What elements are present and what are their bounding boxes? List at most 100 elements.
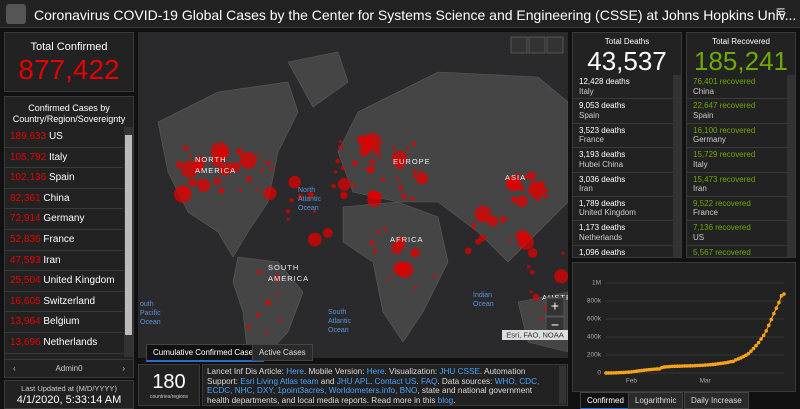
country-row[interactable]: 13,531 Turkey — [5, 354, 123, 357]
stat-row[interactable]: 1,096 deaths — [573, 246, 673, 257]
country-row[interactable]: 105,792 Italy — [5, 148, 123, 169]
data-point[interactable] — [611, 371, 616, 375]
stat-row[interactable]: 3,523 deaths France — [573, 124, 673, 149]
case-circle[interactable] — [338, 139, 343, 143]
case-circle[interactable] — [256, 312, 261, 318]
case-circle[interactable] — [535, 197, 541, 202]
case-circle[interactable] — [410, 196, 415, 201]
case-circle[interactable] — [361, 137, 365, 141]
case-circle[interactable] — [531, 186, 535, 190]
stat-row[interactable]: 5,567 recovered — [687, 246, 787, 257]
data-point[interactable] — [680, 364, 685, 368]
case-circle[interactable] — [432, 275, 436, 279]
case-circle[interactable] — [352, 183, 356, 187]
sources-scrollbar[interactable] — [559, 366, 566, 404]
case-circle[interactable] — [398, 185, 404, 191]
case-circle[interactable] — [529, 269, 535, 275]
case-circle[interactable] — [410, 247, 420, 258]
data-point[interactable] — [766, 323, 771, 328]
case-circle[interactable] — [277, 318, 281, 323]
data-point[interactable] — [756, 340, 761, 345]
chart-tab[interactable]: Confirmed — [580, 392, 631, 409]
case-circle[interactable] — [395, 236, 406, 248]
case-circle[interactable] — [541, 180, 546, 184]
case-circle[interactable] — [393, 261, 408, 276]
basemap-button[interactable] — [546, 36, 564, 54]
case-circle[interactable] — [541, 183, 545, 187]
case-circle[interactable] — [537, 191, 542, 195]
case-circle[interactable] — [331, 183, 336, 189]
case-circle[interactable] — [183, 145, 189, 151]
case-circle[interactable] — [197, 178, 211, 192]
case-circle[interactable] — [391, 151, 408, 167]
case-circle[interactable] — [237, 148, 243, 154]
case-circle[interactable] — [222, 148, 227, 153]
case-circle[interactable] — [471, 226, 476, 230]
country-row[interactable]: 13,696 Netherlands — [5, 333, 123, 354]
case-circle[interactable] — [411, 141, 417, 146]
case-circle[interactable] — [276, 274, 281, 279]
source-link[interactable]: blog — [437, 395, 454, 405]
country-row[interactable]: 13,964 Belgium — [5, 312, 123, 333]
map[interactable]: NORTH AMERICA EUROPE ASIA AFRICA SOUTH AMERICA… — [138, 32, 568, 358]
source-link[interactable]: Here — [286, 367, 304, 376]
source-link[interactable]: JHU APL — [336, 376, 370, 386]
case-circle[interactable] — [417, 168, 421, 172]
case-circle[interactable] — [499, 215, 507, 223]
data-point[interactable] — [759, 337, 763, 341]
case-circle[interactable] — [464, 247, 472, 255]
data-point[interactable] — [774, 306, 779, 310]
case-circle[interactable] — [359, 147, 369, 157]
country-row[interactable]: 47,593 Iran — [5, 251, 123, 272]
case-circle[interactable] — [554, 269, 568, 284]
bookmark-button[interactable] — [510, 36, 528, 54]
stat-row[interactable]: 9,053 deaths Spain — [573, 99, 673, 124]
stat-row[interactable]: 22,647 recovered Spain — [687, 99, 787, 124]
stat-row[interactable]: 15,729 recovered Italy — [687, 148, 787, 173]
map-tab[interactable]: Active Cases — [252, 344, 313, 361]
case-circle[interactable] — [275, 292, 279, 296]
data-point[interactable] — [772, 311, 776, 316]
next-button[interactable]: › — [122, 364, 125, 373]
case-circle[interactable] — [286, 217, 290, 221]
case-circle[interactable] — [414, 286, 418, 290]
case-circle[interactable] — [515, 229, 530, 244]
case-circle[interactable] — [369, 240, 375, 246]
case-circle[interactable] — [255, 187, 259, 191]
case-circle[interactable] — [373, 148, 381, 156]
case-circle[interactable] — [530, 182, 534, 186]
case-circle[interactable] — [357, 135, 364, 143]
case-circle[interactable] — [508, 238, 512, 242]
menu-icon[interactable]: ≡ — [776, 4, 786, 21]
case-circle[interactable] — [213, 177, 221, 185]
case-circle[interactable] — [376, 229, 380, 234]
case-circle[interactable] — [239, 151, 257, 169]
case-circle[interactable] — [516, 195, 528, 208]
country-row[interactable]: 189,633 US — [5, 127, 123, 148]
source-link[interactable]: Here — [366, 367, 385, 376]
case-circle[interactable] — [395, 176, 400, 181]
stat-row[interactable]: 16,100 recovered Germany — [687, 124, 787, 149]
case-circle[interactable] — [288, 175, 301, 189]
case-circle[interactable] — [416, 172, 429, 185]
case-circle[interactable] — [529, 290, 533, 294]
case-circle[interactable] — [194, 156, 206, 168]
zoom-in[interactable] — [545, 297, 565, 317]
data-point[interactable] — [749, 349, 753, 353]
case-circle[interactable] — [333, 170, 338, 174]
case-circle[interactable] — [378, 155, 382, 159]
case-circle[interactable] — [340, 191, 348, 200]
case-circle[interactable] — [540, 317, 544, 321]
case-circle[interactable] — [401, 193, 407, 200]
case-circle[interactable] — [189, 153, 193, 157]
case-circle[interactable] — [289, 198, 294, 203]
case-circle[interactable] — [374, 248, 378, 252]
case-circle[interactable] — [297, 193, 303, 200]
scroll-thumb[interactable] — [125, 135, 132, 335]
case-circle[interactable] — [218, 162, 232, 176]
case-circle[interactable] — [230, 162, 241, 173]
data-point[interactable] — [655, 367, 659, 371]
case-circle[interactable] — [380, 177, 385, 182]
data-point[interactable] — [769, 317, 774, 322]
data-point[interactable] — [690, 363, 695, 368]
